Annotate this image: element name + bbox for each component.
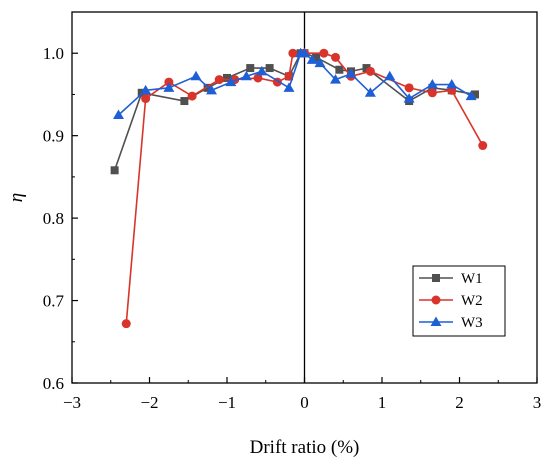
data-point [265,64,274,73]
series-line [125,53,294,324]
x-tick-label: −1 [218,393,236,412]
y-tick-label: 0.9 [43,127,64,146]
legend: W1 W2 W3 [412,265,506,337]
data-point [331,52,340,62]
x-tick-label: 1 [378,393,387,412]
data-point [465,90,477,101]
x-axis-title: Drift ratio (%) [250,437,360,458]
data-point [365,66,375,76]
data-point [471,90,479,99]
data-point [140,84,152,95]
data-point [214,75,224,85]
legend-label: W2 [461,293,483,309]
data-point [225,76,237,87]
data-point [288,48,298,58]
x-tick-label: 3 [533,393,542,412]
data-point [345,68,357,78]
data-point [121,319,131,329]
legend-box [412,265,506,337]
data-point [314,57,326,68]
y-tick-label: 0.7 [43,292,65,311]
legend-marker [431,295,441,305]
data-point [384,70,396,81]
y-tick-label: 1.0 [43,44,64,63]
data-point [404,83,414,93]
series-line [304,52,484,146]
series-w1 [110,49,479,175]
data-point [478,141,488,151]
data-point [206,84,217,95]
data-point [446,79,458,89]
data-point [319,48,329,58]
data-point [306,54,318,64]
data-point [256,65,268,76]
y-tick-label: 0.8 [43,209,64,228]
data-point [187,91,197,101]
data-point [163,82,175,92]
data-point [223,73,231,82]
data-point [253,73,263,83]
series-w2 [121,48,488,329]
x-tick-label: −3 [63,393,81,412]
x-tick-label: 0 [300,393,309,412]
series-w3 [113,47,477,120]
y-tick-label: 0.6 [43,374,64,393]
data-point [113,109,124,120]
data-point [427,88,437,98]
x-tick-label: −2 [140,393,158,412]
data-point [246,64,255,73]
data-point [164,77,174,87]
data-point [364,87,376,97]
series-layer [110,47,488,329]
data-point [426,79,438,89]
legend-label: W1 [461,271,483,287]
data-point [240,70,252,81]
data-point [403,93,415,103]
legend-marker [430,316,442,326]
legend-marker [432,274,440,282]
data-point [110,166,119,175]
data-point [330,74,341,84]
y-axis-title: η [6,193,27,202]
data-point [299,47,310,58]
data-point [312,53,321,62]
data-point [362,64,371,73]
legend-label: W3 [461,315,483,331]
x-tick-label: 2 [455,393,464,412]
y-axis: 0.6 0.7 0.8 0.9 1.0 [43,44,78,393]
data-point [283,82,295,92]
series-line [117,52,302,116]
data-point [190,70,202,81]
data-point [284,71,294,81]
data-point [180,97,189,106]
data-point [141,94,151,104]
data-point [335,65,344,74]
x-axis: −3 −2 −1 0 1 2 3 [63,377,541,412]
